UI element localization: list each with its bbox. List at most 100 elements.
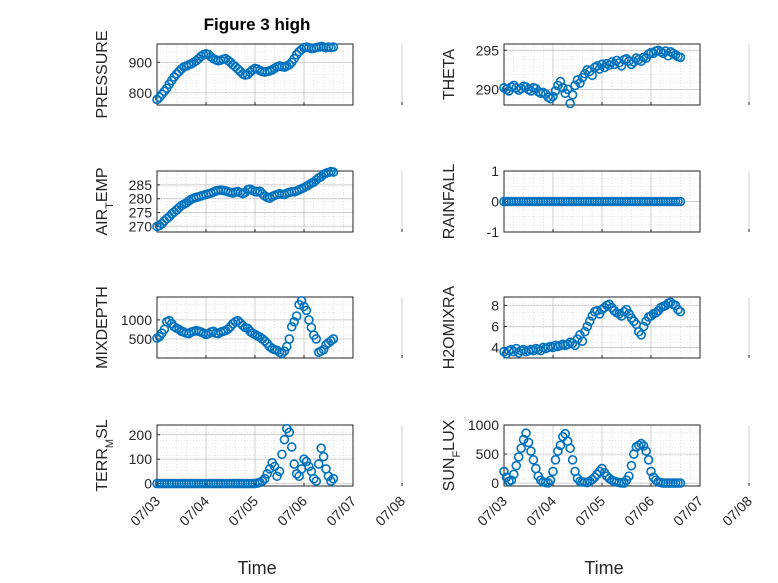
data-point xyxy=(291,468,302,479)
data-point xyxy=(545,93,556,104)
data-point xyxy=(528,455,539,465)
x-tick-label: 07/05 xyxy=(225,493,261,529)
data-point xyxy=(311,334,322,344)
data-point xyxy=(286,321,297,332)
data-point xyxy=(570,80,580,91)
data-point xyxy=(641,446,651,456)
data-point xyxy=(594,64,605,74)
data-point xyxy=(548,91,558,102)
data-point xyxy=(277,348,287,359)
data-point xyxy=(311,476,322,486)
data-point xyxy=(562,84,573,95)
data-point xyxy=(328,167,339,177)
data-point xyxy=(291,311,302,321)
x-axis-label-left: Time xyxy=(237,558,276,578)
data-point xyxy=(624,471,634,481)
y-axis-label: MIXDEPTH xyxy=(94,286,111,369)
data-point xyxy=(286,442,297,452)
data-point xyxy=(565,443,575,454)
y-tick-label: 8 xyxy=(491,297,499,313)
subplot-rainfall: -1 0 1 RAINFALL xyxy=(441,163,750,240)
x-tick-label: 07/07 xyxy=(670,493,706,529)
y-axis-label: AIRTEMP xyxy=(94,167,116,235)
data-point xyxy=(626,59,637,70)
subplot-h2omixra: 4 6 8 H2OMIXRA xyxy=(441,285,750,369)
y-tick-label: 1000 xyxy=(468,417,499,433)
data-point xyxy=(555,76,566,87)
x-tick-label: 07/05 xyxy=(572,493,608,529)
data-point xyxy=(604,473,615,484)
y-tick-label: 100 xyxy=(129,451,153,467)
data-point xyxy=(638,441,649,451)
data-point xyxy=(675,478,686,488)
data-point xyxy=(301,305,312,316)
data-point xyxy=(499,466,509,477)
data-point xyxy=(589,472,600,483)
y-axis-label: RAINFALL xyxy=(441,164,458,240)
data-point xyxy=(557,82,568,93)
data-point xyxy=(328,42,339,52)
data-point xyxy=(313,459,324,469)
y-tick-label: 295 xyxy=(476,42,500,58)
data-point xyxy=(675,52,686,63)
data-point xyxy=(587,474,598,485)
data-point xyxy=(513,452,524,462)
data-point xyxy=(289,316,300,327)
y-axis-label: SUNFLUX xyxy=(441,419,463,491)
data-point xyxy=(304,461,314,472)
data-point xyxy=(157,218,167,229)
y-tick-label: 0 xyxy=(491,194,499,210)
data-point xyxy=(296,296,307,306)
data-point xyxy=(614,309,624,319)
data-point xyxy=(279,346,290,356)
x-tick-label: 07/06 xyxy=(621,493,657,529)
subplot-sun-flux: 0 500 1000 07/03 07/04 07/05 07/06 07/07 07/08 SU… xyxy=(441,417,755,529)
y-tick-label: 1000 xyxy=(121,312,152,328)
y-tick-label: 6 xyxy=(491,318,499,334)
data-point xyxy=(264,464,275,474)
data-point xyxy=(272,471,282,482)
data-point xyxy=(323,471,334,482)
x-tick-label: 07/03 xyxy=(474,493,510,529)
data-point xyxy=(304,180,314,190)
figure-title: Figure 3 high xyxy=(204,15,311,34)
data-point xyxy=(673,304,683,315)
x-tick-label: 07/04 xyxy=(523,493,559,529)
data-point xyxy=(259,336,270,346)
y-tick-label: 4 xyxy=(491,339,499,355)
y-tick-label: 200 xyxy=(129,427,153,443)
data-point xyxy=(577,336,588,346)
data-point xyxy=(594,466,605,477)
x-tick-label: 07/04 xyxy=(176,493,212,529)
data-point xyxy=(619,306,629,317)
x-tick-label: 07/06 xyxy=(274,493,310,529)
data-point xyxy=(550,455,561,465)
data-point xyxy=(326,336,336,346)
data-point xyxy=(277,449,287,460)
data-point xyxy=(245,326,255,337)
data-point xyxy=(184,196,194,206)
data-point xyxy=(516,443,526,454)
data-point xyxy=(521,428,531,438)
y-tick-label: 0 xyxy=(144,476,152,492)
data-point xyxy=(279,434,290,445)
y-tick-label: 285 xyxy=(129,177,153,193)
data-point xyxy=(318,344,329,355)
data-point xyxy=(176,64,187,74)
x-tick-label: 07/08 xyxy=(372,493,408,529)
data-point xyxy=(299,454,309,464)
data-point xyxy=(269,461,280,472)
data-point xyxy=(636,438,647,449)
data-point xyxy=(584,316,595,326)
data-point xyxy=(526,446,536,456)
data-point xyxy=(543,478,553,488)
y-axis-label: TERRMSL xyxy=(94,419,116,491)
subplot-pressure: 800 900 PRESSURE xyxy=(94,30,403,119)
data-point xyxy=(257,476,268,486)
data-point xyxy=(233,315,243,326)
data-point xyxy=(675,306,686,317)
data-point xyxy=(575,78,585,88)
subplot-theta: 290 295 THETA xyxy=(441,42,750,109)
